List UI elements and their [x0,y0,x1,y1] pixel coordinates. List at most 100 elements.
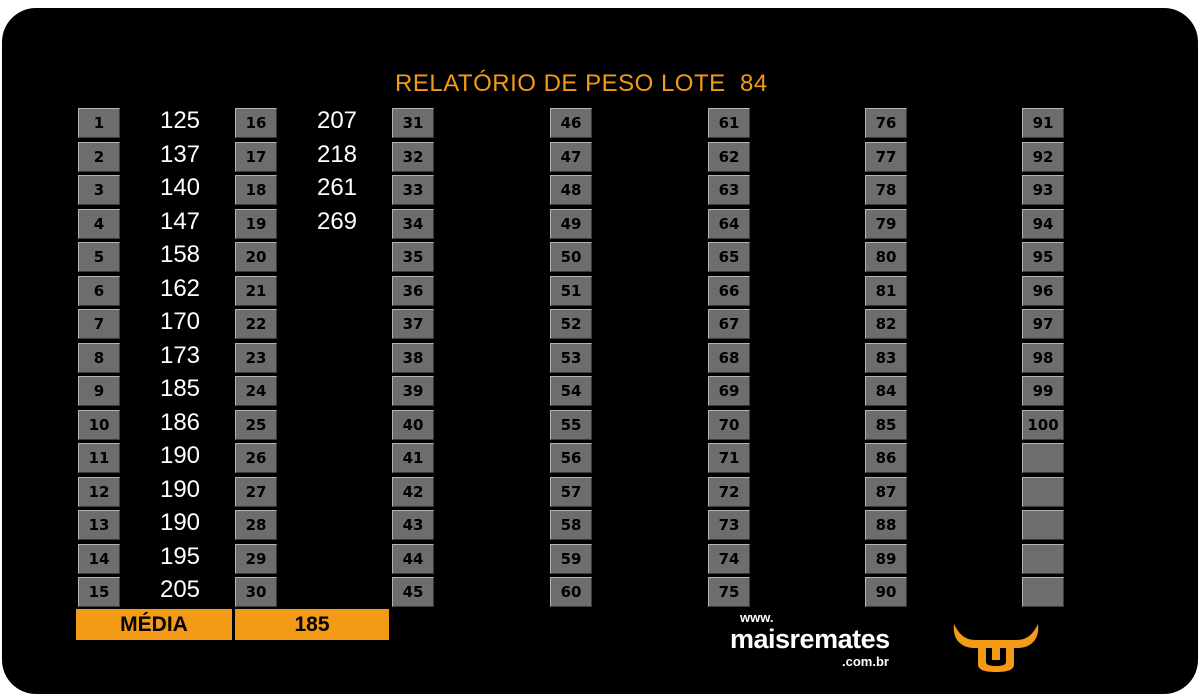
cell-weight [612,508,692,538]
cell-number: 13 [78,510,120,540]
cell-number: 2 [78,142,120,172]
cell-weight [927,240,1007,270]
cell-weight [612,374,692,404]
cell-number: 90 [865,577,907,607]
cell-number: 88 [865,510,907,540]
cell-weight [927,274,1007,304]
cell-weight: 190 [159,476,201,503]
cell-weight [770,441,850,471]
cell-weight: 162 [159,275,201,302]
cell-weight [612,140,692,170]
cell-weight [454,240,534,270]
cell-weight [770,240,850,270]
cell-weight [770,475,850,505]
cell-number: 73 [708,510,750,540]
cell-number: 20 [235,242,277,272]
cell-number: 47 [550,142,592,172]
cell-number: 81 [865,276,907,306]
cell-weight [927,508,1007,538]
cell-number: 75 [708,577,750,607]
cell-number: 93 [1022,175,1064,205]
cell-weight [297,575,377,605]
cell-weight [454,106,534,136]
cell-number: 24 [235,376,277,406]
cell-weight [1084,341,1164,371]
bull-horns-icon [953,624,1039,672]
cell-number: 66 [708,276,750,306]
cell-weight [454,475,534,505]
cell-number: 58 [550,510,592,540]
cell-number: 11 [78,443,120,473]
cell-number: 85 [865,410,907,440]
media-value: 185 [235,609,389,640]
cell-number: 55 [550,410,592,440]
cell-number: 18 [235,175,277,205]
cell-weight [1084,441,1164,471]
cell-number: 80 [865,242,907,272]
cell-number: 76 [865,108,907,138]
cell-number: 79 [865,209,907,239]
cell-number: 27 [235,477,277,507]
cell-weight [612,240,692,270]
cell-number: 15 [78,577,120,607]
cell-number: 37 [392,309,434,339]
cell-number-empty [1022,477,1064,507]
cell-number: 26 [235,443,277,473]
cell-number: 100 [1022,410,1064,440]
cell-number: 28 [235,510,277,540]
cell-weight [770,374,850,404]
cell-weight [770,106,850,136]
cell-number: 42 [392,477,434,507]
cell-weight [297,274,377,304]
cell-number: 61 [708,108,750,138]
cell-weight [612,575,692,605]
report-title: RELATÓRIO DE PESO LOTE 84 [395,70,768,97]
cell-number: 94 [1022,209,1064,239]
cell-weight [297,307,377,337]
cell-weight [297,542,377,572]
cell-weight: 147 [159,208,201,235]
cell-number: 69 [708,376,750,406]
cell-weight [612,408,692,438]
cell-weight [1084,575,1164,605]
cell-weight [927,140,1007,170]
cell-number: 87 [865,477,907,507]
cell-number: 62 [708,142,750,172]
cell-weight [1084,374,1164,404]
cell-weight [770,140,850,170]
cell-weight [612,475,692,505]
cell-weight: 261 [316,174,358,201]
cell-weight [1084,140,1164,170]
cell-number: 78 [865,175,907,205]
cell-number: 4 [78,209,120,239]
cell-number: 98 [1022,343,1064,373]
cell-weight [454,408,534,438]
cell-number: 38 [392,343,434,373]
cell-weight [1084,240,1164,270]
cell-weight [927,408,1007,438]
cell-number: 41 [392,443,434,473]
cell-number: 71 [708,443,750,473]
cell-number: 92 [1022,142,1064,172]
cell-weight [927,575,1007,605]
cell-weight [454,341,534,371]
cell-weight [927,542,1007,572]
report-panel [2,8,1198,694]
cell-number: 63 [708,175,750,205]
cell-weight [770,575,850,605]
cell-number: 33 [392,175,434,205]
cell-weight: 137 [159,141,201,168]
cell-number: 57 [550,477,592,507]
cell-weight: 125 [159,107,201,134]
cell-weight [454,307,534,337]
cell-weight: 186 [159,409,201,436]
cell-weight [612,341,692,371]
cell-number: 82 [865,309,907,339]
cell-weight [770,307,850,337]
cell-weight [454,173,534,203]
cell-weight [927,307,1007,337]
cell-number: 44 [392,544,434,574]
cell-number: 30 [235,577,277,607]
cell-number: 12 [78,477,120,507]
cell-number: 23 [235,343,277,373]
